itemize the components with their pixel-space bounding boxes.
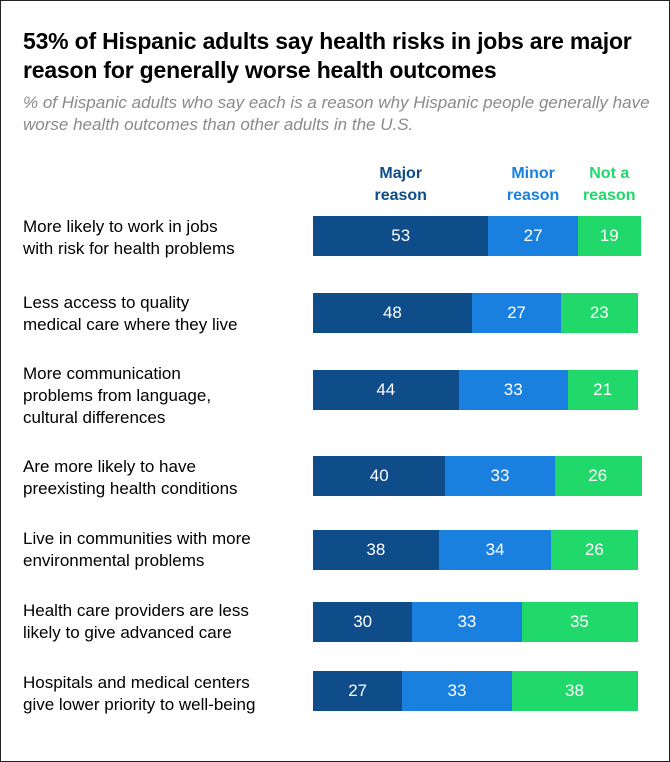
bar-major-reason <box>313 370 459 410</box>
bar-minor-reason <box>445 456 556 496</box>
category-label: Live in communities with more environment… <box>23 528 308 572</box>
data-label: 48 <box>382 303 402 322</box>
category-label-line: preexisting health conditions <box>23 479 238 498</box>
chart-subtitle: % of Hispanic adults who say each is a r… <box>23 93 650 134</box>
category-label-line: More likely to work in jobs <box>23 217 218 236</box>
legend-text-line: Major <box>379 165 423 182</box>
category-label-line: problems from language, <box>23 386 212 405</box>
bar-major-reason <box>313 530 439 570</box>
bar-minor-reason <box>438 530 552 570</box>
category-label: Less access to quality medical care where… <box>23 292 308 336</box>
legend-minor-reason: Minor reason <box>478 163 587 207</box>
category-label: Health care providers are less likely to … <box>23 600 308 644</box>
bar-minor-reason <box>412 602 523 642</box>
category-label: More communication problems from language… <box>23 363 308 429</box>
data-label: 26 <box>584 540 604 559</box>
category-label: More likely to work in jobs with risk for… <box>23 216 308 260</box>
category-label-line: Are more likely to have <box>23 457 196 476</box>
data-label: 21 <box>593 380 613 399</box>
category-label-line: Less access to quality <box>23 293 190 312</box>
category-label: Hospitals and medical centers give lower … <box>23 672 308 716</box>
data-label: 26 <box>588 466 608 485</box>
data-label: 53 <box>391 226 411 245</box>
data-label: 27 <box>348 681 368 700</box>
category-label: Are more likely to have preexisting healt… <box>23 456 308 500</box>
legend-text-line: reason <box>583 187 636 204</box>
bar-not-a-reason <box>577 216 641 256</box>
data-label: 33 <box>490 466 510 485</box>
bar-minor-reason <box>458 370 569 410</box>
data-label: 23 <box>589 303 609 322</box>
bar-minor-reason <box>471 293 562 333</box>
category-label-line: cultural differences <box>23 408 166 427</box>
bar-minor-reason <box>402 671 513 711</box>
bar-minor-reason <box>488 216 579 256</box>
bar-not-a-reason <box>551 530 639 570</box>
data-label: 30 <box>353 612 373 631</box>
legend-text-line: reason <box>374 187 427 204</box>
data-label: 27 <box>507 303 527 322</box>
data-label: 27 <box>523 226 543 245</box>
legend-text-line: Minor <box>511 165 555 182</box>
data-label: 34 <box>485 540 505 559</box>
bar-major-reason <box>313 671 403 711</box>
bar-not-a-reason <box>554 456 642 496</box>
data-label: 35 <box>569 612 589 631</box>
category-label-line: medical care where they live <box>23 315 238 334</box>
data-label: 33 <box>503 380 523 399</box>
category-label-line: give lower priority to well-being <box>23 695 256 714</box>
legend-not-a-reason: Not a reason <box>568 163 651 207</box>
data-label: 44 <box>376 380 396 399</box>
bar-not-a-reason <box>561 293 639 333</box>
bar-major-reason <box>313 456 446 496</box>
bar-not-a-reason <box>521 602 638 642</box>
category-label-line: More communication <box>23 364 181 383</box>
chart-title: 53% of Hispanic adults say health risks … <box>23 28 632 83</box>
category-label-line: likely to give advanced care <box>23 623 232 642</box>
data-label: 33 <box>447 681 467 700</box>
category-label-line: environmental problems <box>23 551 205 570</box>
data-label: 33 <box>457 612 477 631</box>
data-label: 38 <box>366 540 386 559</box>
data-label: 38 <box>565 681 584 700</box>
legend-major-reason: Major reason <box>303 163 498 207</box>
bar-major-reason <box>313 216 489 256</box>
category-label-line: Hospitals and medical centers <box>23 673 250 692</box>
category-label-line: Health care providers are less <box>23 601 249 620</box>
bar-not-a-reason <box>567 370 638 410</box>
category-label-line: with risk for health problems <box>23 239 235 258</box>
data-label: 40 <box>369 466 389 485</box>
category-label-line: Live in communities with more <box>23 529 251 548</box>
bar-not-a-reason <box>511 671 638 711</box>
bar-major-reason <box>313 602 413 642</box>
data-label: 19 <box>599 226 619 245</box>
bar-major-reason <box>313 293 472 333</box>
legend-text-line: reason <box>506 187 560 204</box>
legend-text-line: Not a <box>589 165 630 182</box>
